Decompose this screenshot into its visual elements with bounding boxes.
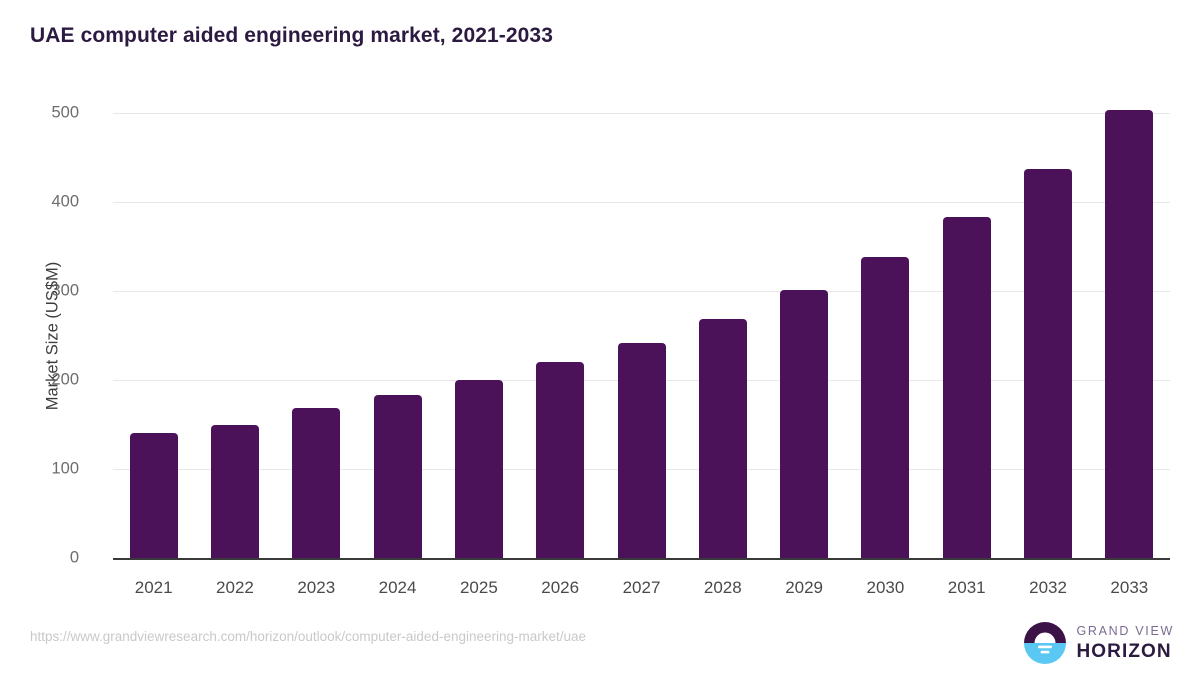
- y-tick-label: 0: [69, 548, 79, 567]
- page-title: UAE computer aided engineering market, 2…: [30, 24, 553, 47]
- gridline: [113, 113, 1170, 114]
- bar[interactable]: [454, 380, 503, 558]
- bar[interactable]: [536, 362, 585, 558]
- bar[interactable]: [780, 290, 829, 558]
- bar[interactable]: [1024, 169, 1073, 558]
- x-tick-label: 2029: [785, 578, 824, 597]
- logo-line-2: HORIZON: [1076, 640, 1172, 662]
- x-tick-label: 2031: [947, 578, 986, 597]
- y-tick-label: 400: [51, 192, 79, 211]
- horizon-sun-icon: [1024, 622, 1067, 664]
- bar[interactable]: [698, 318, 747, 558]
- source-url[interactable]: https://www.grandviewresearch.com/horizo…: [30, 629, 587, 644]
- x-axis-line: [113, 558, 1170, 560]
- x-tick-label: 2032: [1029, 578, 1067, 597]
- y-tick-label: 500: [51, 103, 79, 122]
- bar[interactable]: [861, 257, 910, 558]
- y-tick-label: 200: [51, 370, 79, 389]
- bar[interactable]: [292, 408, 341, 558]
- bar[interactable]: [129, 433, 178, 558]
- brand-logo[interactable]: GRAND VIEW HORIZON: [1023, 621, 1174, 665]
- gridline: [113, 291, 1170, 292]
- bar[interactable]: [1105, 110, 1154, 558]
- x-tick-label: 2028: [703, 578, 742, 597]
- x-tick-label: 2022: [216, 578, 254, 597]
- bar-series: [113, 110, 1170, 558]
- bar[interactable]: [942, 217, 991, 558]
- x-tick-label: 2024: [378, 578, 417, 597]
- gridline: [113, 202, 1170, 203]
- x-tick-label: 2021: [134, 578, 173, 597]
- bar[interactable]: [373, 395, 422, 558]
- bar[interactable]: [617, 342, 666, 558]
- y-tick-label: 100: [51, 459, 79, 478]
- logo-line-1: GRAND VIEW: [1076, 624, 1174, 639]
- plot-area: Market Size (US$M) 0 100 200 300 400 500: [44, 104, 1170, 567]
- y-tick-label: 300: [51, 281, 79, 300]
- x-tick-label: 2026: [541, 578, 580, 597]
- x-tick-label: 2030: [866, 578, 905, 597]
- logo-wordmark: GRAND VIEW HORIZON: [1076, 625, 1174, 661]
- x-tick-label: 2033: [1110, 578, 1149, 597]
- bar[interactable]: [210, 425, 259, 558]
- x-axis-tick-labels: 2021 2022 2023 2024 2025 2026 2027 2028 2029 2030…: [113, 560, 1170, 597]
- x-tick-label: 2027: [622, 578, 661, 597]
- x-tick-label: 2025: [459, 578, 498, 597]
- x-tick-label: 2023: [297, 578, 336, 597]
